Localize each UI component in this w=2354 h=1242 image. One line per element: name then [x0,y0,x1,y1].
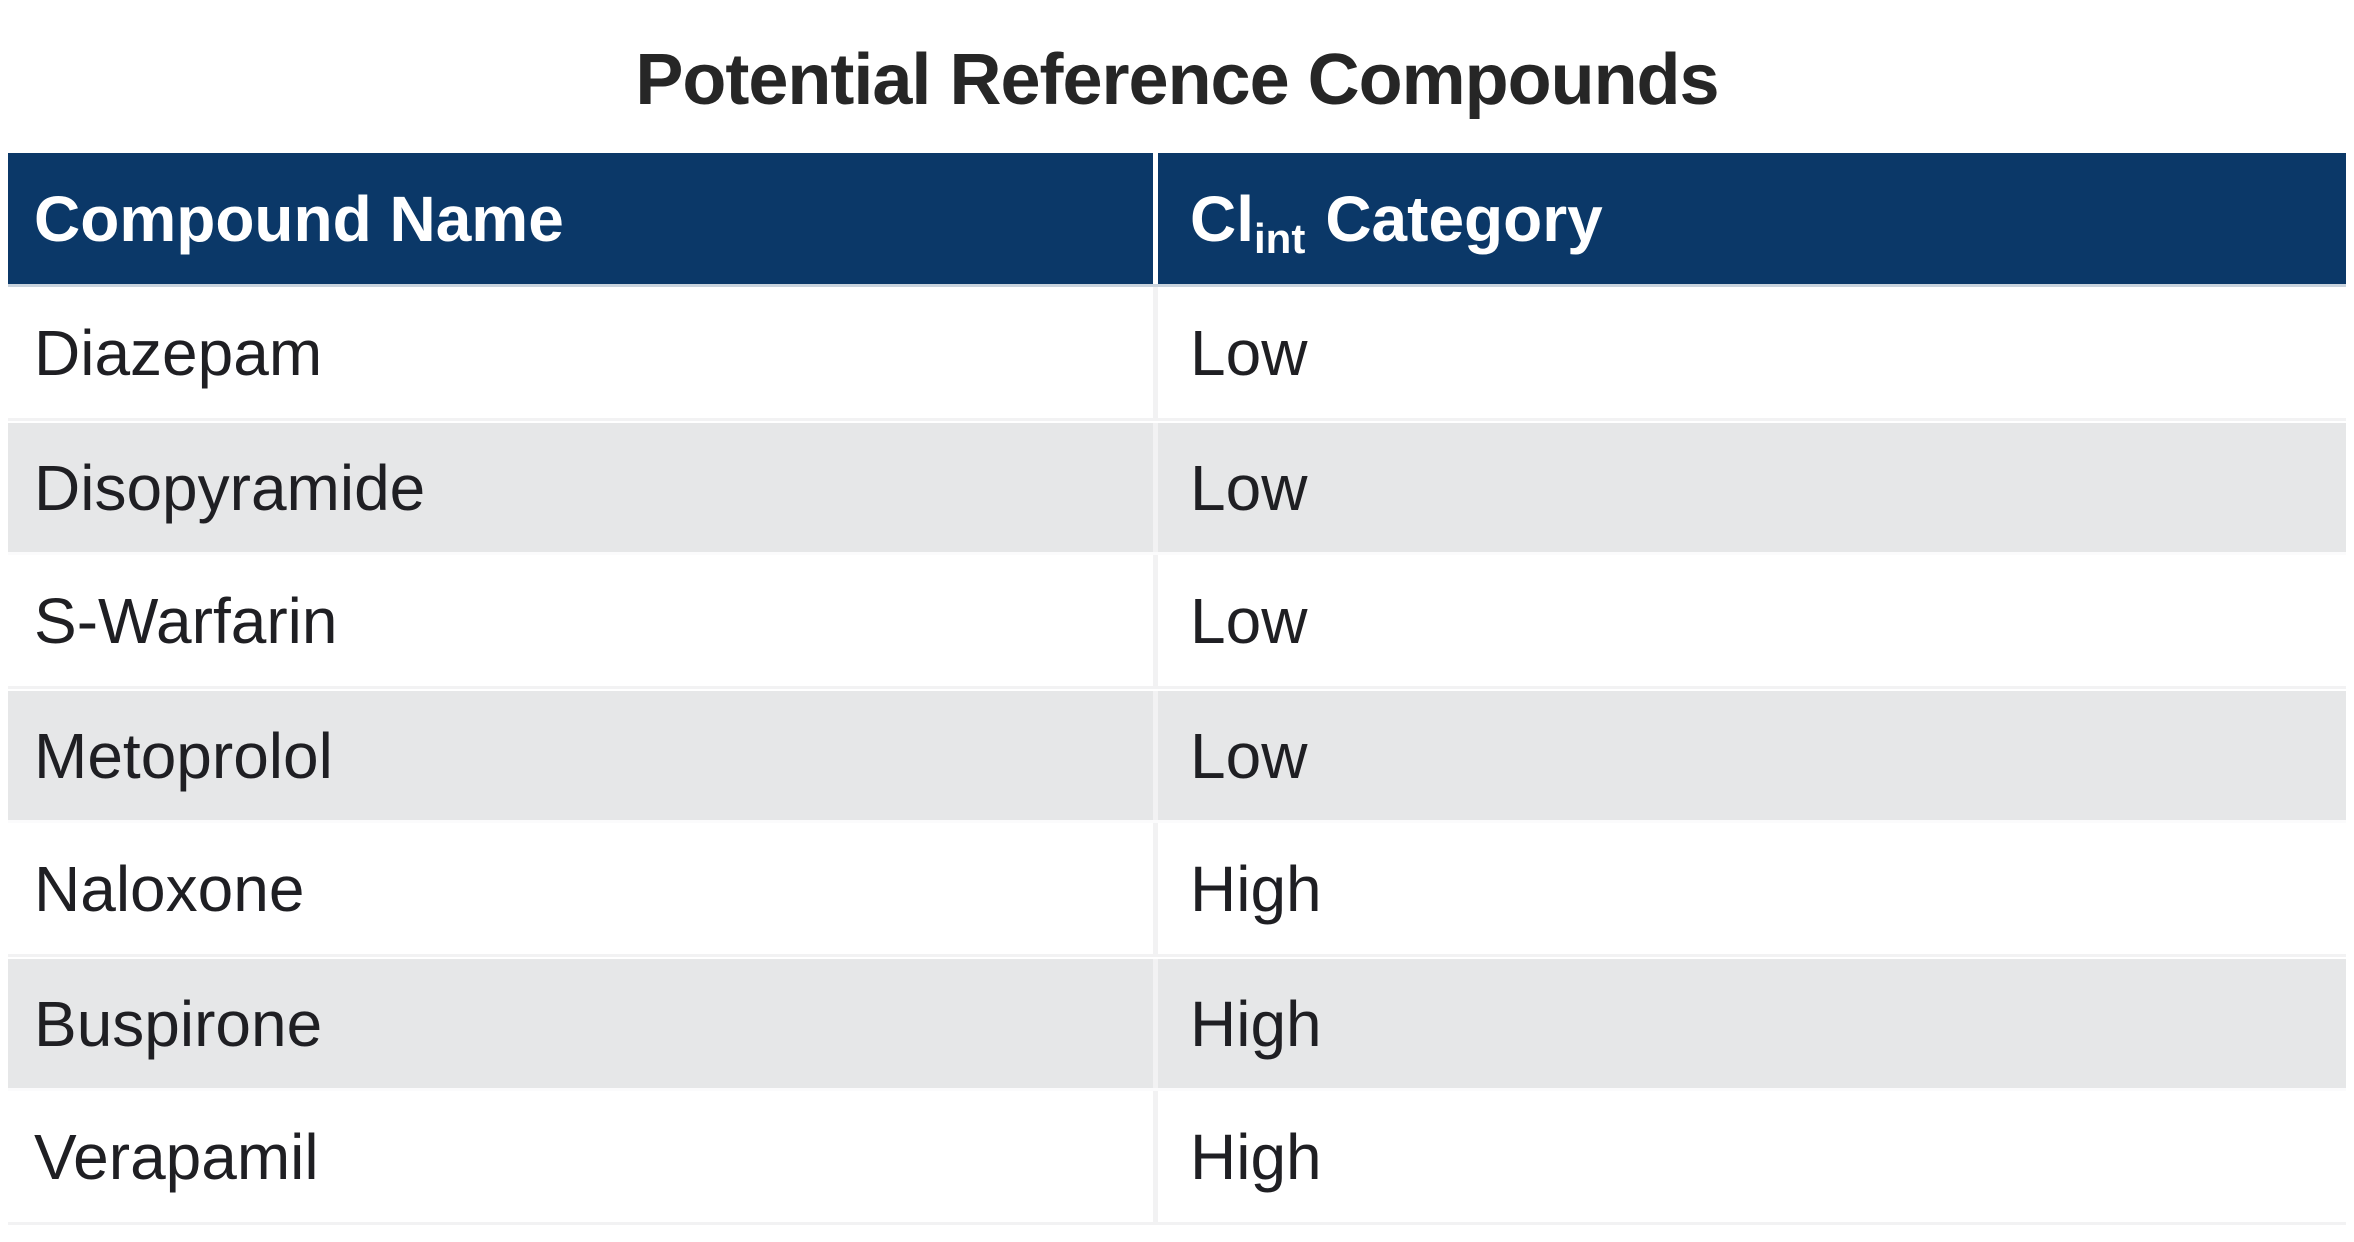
compound-name: Diazepam [34,316,323,389]
table-row: Naloxone High [8,823,2346,957]
compound-name-cell: S-Warfarin [8,555,1153,686]
clint-category-cell: High [1153,1091,2346,1222]
compound-name: Verapamil [34,1120,319,1193]
clint-category: Low [1190,584,1308,657]
header-category-label: Category [1325,182,1603,255]
clint-category: High [1190,1120,1322,1193]
compound-name: Disopyramide [34,451,426,524]
clint-category-cell: Low [1153,287,2346,418]
clint-category: High [1190,987,1322,1060]
compound-name: Metoprolol [34,719,333,792]
reference-compounds-table: Compound Name Cl int Category Diazepam Low… [8,153,2346,1225]
clint-category-cell: Low [1153,691,2346,820]
compound-name-cell: Verapamil [8,1091,1153,1222]
header-cell-compound-name: Compound Name [8,153,1153,284]
compound-name-cell: Diazepam [8,287,1153,418]
table-row: Verapamil High [8,1091,2346,1225]
clint-category: High [1190,852,1322,925]
table-row: Disopyramide Low [8,421,2346,555]
table-row: Metoprolol Low [8,689,2346,823]
clint-category: Low [1190,316,1308,389]
clint-category-cell: Low [1153,555,2346,686]
header-compound-name-label: Compound Name [34,182,564,255]
header-cell-clint-category: Cl int Category [1153,153,2346,284]
clint-category: Low [1190,719,1308,792]
header-clint-subscript: int [1254,214,1306,262]
table-row: Buspirone High [8,957,2346,1091]
compound-name: Naloxone [34,852,305,925]
clint-category-cell: Low [1153,423,2346,552]
header-clint-main: Cl [1190,182,1254,255]
clint-category-cell: High [1153,823,2346,954]
compound-name: Buspirone [34,987,323,1060]
clint-category-cell: High [1153,959,2346,1088]
compound-name-cell: Metoprolol [8,691,1153,820]
table-header-row: Compound Name Cl int Category [8,153,2346,287]
table-row: Diazepam Low [8,287,2346,421]
compound-name-cell: Naloxone [8,823,1153,954]
clint-category: Low [1190,451,1308,524]
compound-name-cell: Disopyramide [8,423,1153,552]
compound-name-cell: Buspirone [8,959,1153,1088]
table-row: S-Warfarin Low [8,555,2346,689]
figure-title: Potential Reference Compounds [635,40,1719,120]
compound-name: S-Warfarin [34,584,338,657]
